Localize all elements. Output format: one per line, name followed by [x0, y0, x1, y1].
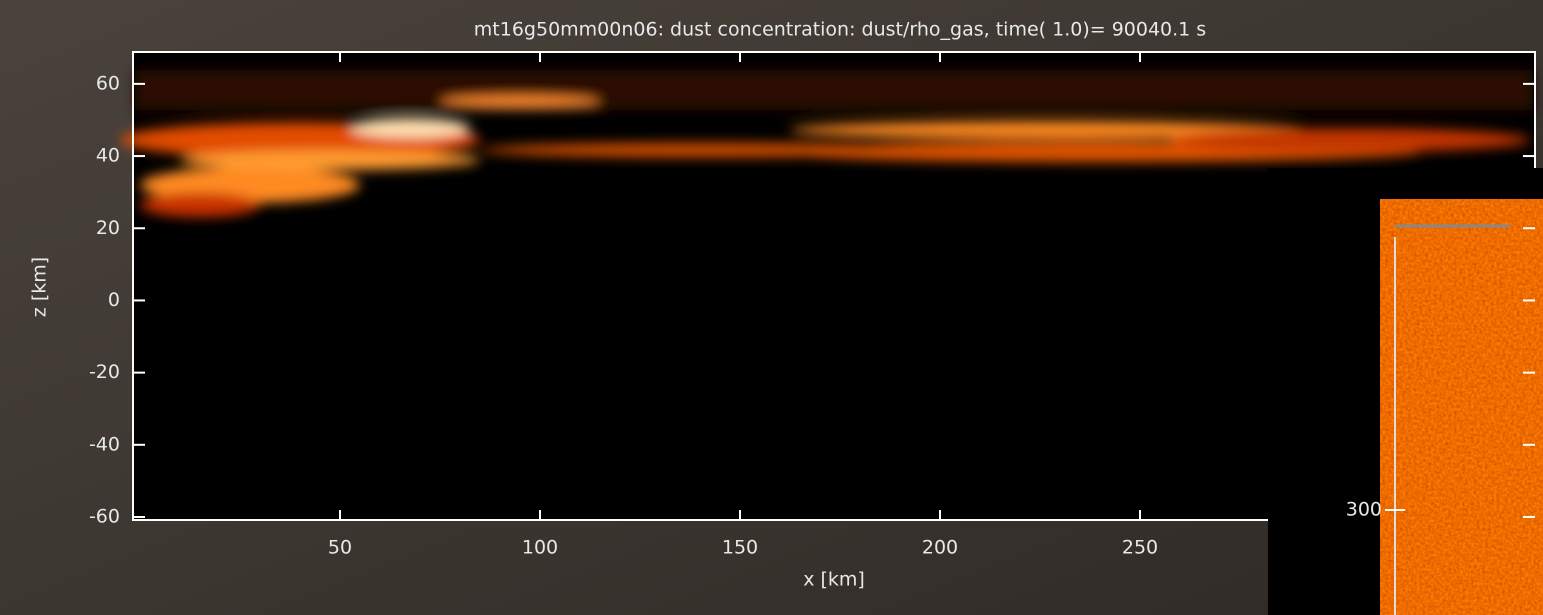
x-tick-label: 200 — [922, 537, 958, 559]
x-axis-label: x [km] — [803, 569, 865, 591]
y-tick-label: 20 — [96, 217, 120, 239]
x-tick-label: 100 — [522, 537, 558, 559]
y-tick-label: 60 — [96, 72, 120, 94]
y-tick-label: -20 — [89, 361, 120, 383]
x-tick-label: 250 — [1122, 537, 1158, 559]
y-tick-label: -60 — [89, 506, 120, 528]
y-tick-label: -40 — [89, 433, 120, 455]
inset-image — [1395, 237, 1543, 615]
x-tick-label: 50 — [328, 537, 352, 559]
inset-tick-label: 300 — [1346, 499, 1382, 521]
chart-title: mt16g50mm00n06: dust concentration: dust… — [474, 19, 1206, 41]
y-axis-label: z [km] — [29, 257, 51, 317]
x-tick-label: 150 — [722, 537, 758, 559]
y-tick-label: 40 — [96, 145, 120, 167]
dust-field — [120, 70, 1533, 217]
y-tick-label: 0 — [108, 289, 120, 311]
